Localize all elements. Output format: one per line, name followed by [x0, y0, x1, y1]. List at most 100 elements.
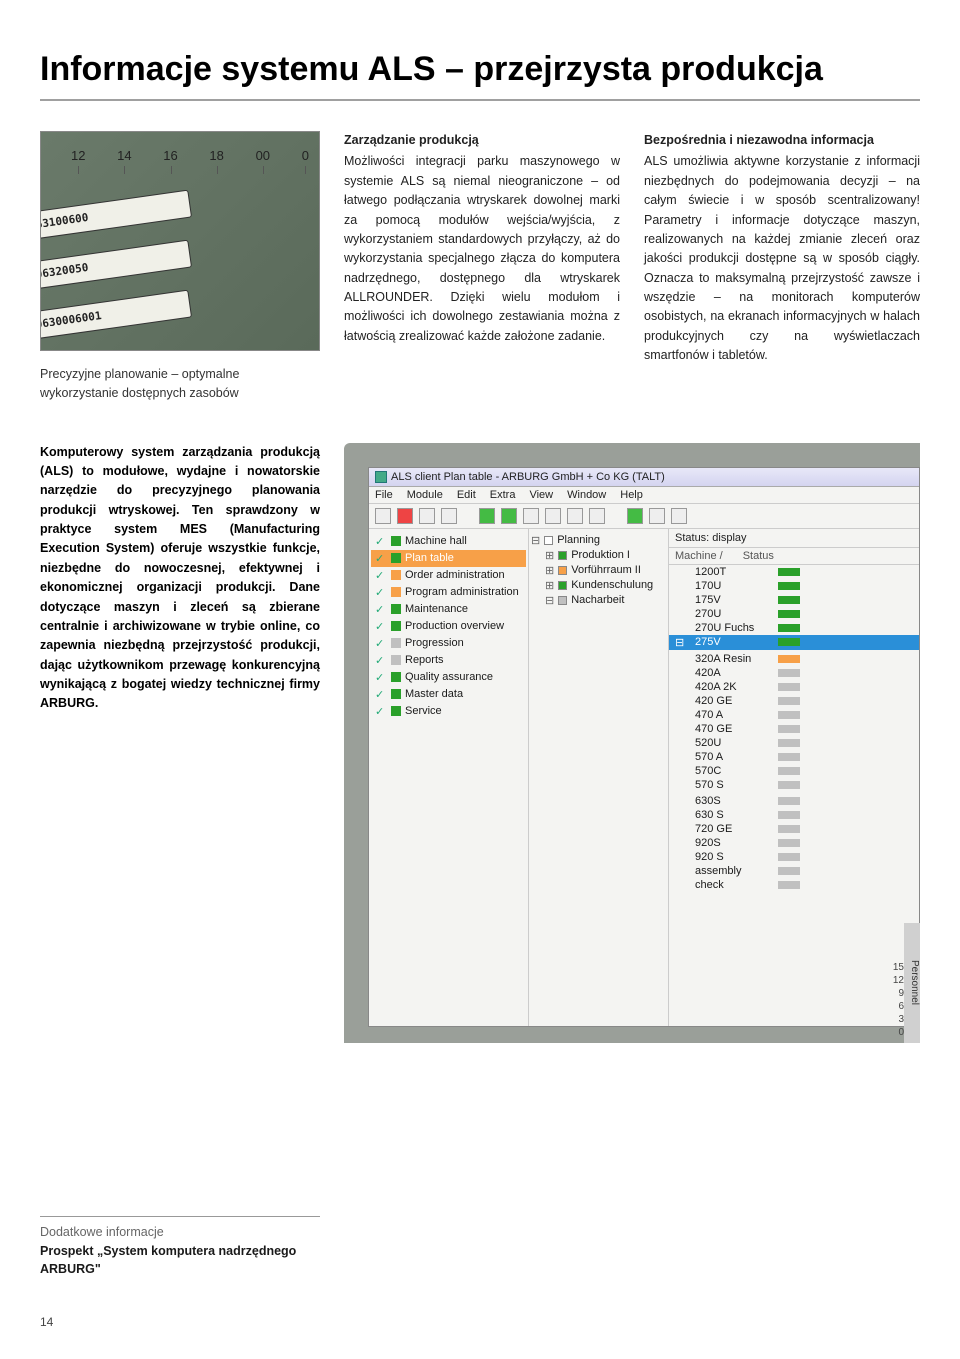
expand-icon[interactable]: ⊟: [545, 594, 554, 607]
toolbar-icon[interactable]: [479, 508, 495, 524]
machine-row[interactable]: 920S: [669, 836, 919, 850]
toolbar-icon[interactable]: [397, 508, 413, 524]
machine-row[interactable]: 470 GE: [669, 722, 919, 736]
nav-item[interactable]: ✓Reports: [371, 652, 526, 669]
machine-row[interactable]: 170U: [669, 579, 919, 593]
machine-row[interactable]: 720 GE: [669, 822, 919, 836]
machine-row[interactable]: 570C: [669, 764, 919, 778]
machine-row[interactable]: 470 A: [669, 708, 919, 722]
machine-row[interactable]: assembly: [669, 864, 919, 878]
toolbar-icon[interactable]: [501, 508, 517, 524]
machine-row[interactable]: 270U Fuchs: [669, 621, 919, 635]
nav-item[interactable]: ✓Production overview: [371, 618, 526, 635]
nav-item-label: Master data: [405, 688, 463, 700]
menu-view[interactable]: View: [529, 489, 553, 501]
color-square-icon: [391, 621, 401, 631]
toolbar-refresh-icon[interactable]: [627, 508, 643, 524]
tree-item-label: Vorführraum II: [571, 564, 641, 576]
machine-row[interactable]: 270U: [669, 607, 919, 621]
status-bar: [778, 839, 800, 847]
nav-item[interactable]: ✓Machine hall: [371, 533, 526, 550]
machine-row[interactable]: 420A 2K: [669, 680, 919, 694]
nav-item[interactable]: ✓Service: [371, 703, 526, 720]
machine-row[interactable]: 520U: [669, 736, 919, 750]
tree-item-label: Nacharbeit: [571, 594, 624, 606]
machine-name: 420A 2K: [695, 681, 770, 693]
machine-row[interactable]: 570 S: [669, 778, 919, 792]
menu-extra[interactable]: Extra: [490, 489, 516, 501]
nav-item-label: Program administration: [405, 586, 519, 598]
menu-edit[interactable]: Edit: [457, 489, 476, 501]
menu-module[interactable]: Module: [407, 489, 443, 501]
check-icon: ✓: [375, 535, 387, 548]
tree-item[interactable]: ⊟Planning: [531, 533, 666, 548]
toolbar-icon[interactable]: [671, 508, 687, 524]
status-bar: [778, 683, 800, 691]
tree-item[interactable]: ⊞Produktion I: [531, 548, 666, 563]
machine-name: 1200T: [695, 566, 770, 578]
toolbar-icon[interactable]: [649, 508, 665, 524]
check-icon: ✓: [375, 637, 387, 650]
machine-row[interactable]: 420A: [669, 666, 919, 680]
nav-item-label: Plan table: [405, 552, 454, 564]
extra-label: Dodatkowe informacje: [40, 1223, 320, 1242]
personnel-axis-label: Personnel: [904, 923, 920, 1043]
status-bar: [778, 655, 800, 663]
expand-icon[interactable]: ⊞: [545, 549, 554, 562]
color-square-icon: [391, 587, 401, 597]
machine-row[interactable]: ⊟275V: [669, 635, 919, 650]
als-window: ALS client Plan table - ARBURG GmbH + Co…: [368, 467, 920, 1027]
machine-row[interactable]: 570 A: [669, 750, 919, 764]
machine-row[interactable]: 175V: [669, 593, 919, 607]
nav-item[interactable]: ✓Program administration: [371, 584, 526, 601]
check-icon: ✓: [375, 671, 387, 684]
tree-item[interactable]: ⊞ Vorführraum II: [531, 563, 666, 578]
machine-name: 920S: [695, 837, 770, 849]
timeline-ticks: 12 14 16 18 00 0: [71, 140, 309, 170]
toolbar-icon[interactable]: [523, 508, 539, 524]
mid-row: Komputerowy system zarządzania produkcją…: [40, 443, 920, 1043]
menu-help[interactable]: Help: [620, 489, 643, 501]
machine-name: 275V: [695, 636, 770, 648]
axis-tick: 15: [893, 961, 904, 974]
toolbar-icon[interactable]: [567, 508, 583, 524]
divider: [40, 1216, 320, 1217]
additional-info: Dodatkowe informacje Prospekt „System ko…: [40, 1216, 320, 1279]
machine-row[interactable]: 920 S: [669, 850, 919, 864]
nav-item[interactable]: ✓Plan table: [371, 550, 526, 567]
check-icon: ✓: [375, 654, 387, 667]
nav-item[interactable]: ✓Order administration: [371, 567, 526, 584]
nav-item-label: Quality assurance: [405, 671, 493, 683]
toolbar-icon[interactable]: [419, 508, 435, 524]
axis-tick: 6: [893, 1000, 904, 1013]
nav-item[interactable]: ✓Maintenance: [371, 601, 526, 618]
tree-item[interactable]: ⊞Kundenschulung: [531, 578, 666, 593]
machine-row[interactable]: 630 S: [669, 808, 919, 822]
col-status: Status: [743, 550, 774, 562]
tree-item[interactable]: ⊟ Nacharbeit: [531, 593, 666, 608]
color-square-icon: [391, 570, 401, 580]
monitor-frame: ALS client Plan table - ARBURG GmbH + Co…: [344, 443, 920, 1043]
expand-icon[interactable]: ⊞: [545, 564, 554, 577]
machine-name: 720 GE: [695, 823, 770, 835]
nav-item[interactable]: ✓Master data: [371, 686, 526, 703]
toolbar-icon[interactable]: [589, 508, 605, 524]
status-pane: Status: display Machine / Status 1200T17…: [669, 529, 919, 1026]
toolbar-icon[interactable]: [545, 508, 561, 524]
toolbar-icon[interactable]: [375, 508, 391, 524]
machine-row[interactable]: check: [669, 878, 919, 892]
machine-row[interactable]: 420 GE: [669, 694, 919, 708]
menu-file[interactable]: File: [375, 489, 393, 501]
expand-icon[interactable]: ⊞: [545, 579, 554, 592]
machine-row[interactable]: 630S: [669, 794, 919, 808]
status-bar: [778, 853, 800, 861]
status-bar: [778, 797, 800, 805]
toolbar-icon[interactable]: [441, 508, 457, 524]
machine-row[interactable]: 320A Resin: [669, 652, 919, 666]
nav-item[interactable]: ✓Progression: [371, 635, 526, 652]
status-columns: Machine / Status: [669, 548, 919, 565]
machine-row[interactable]: 1200T: [669, 565, 919, 579]
expand-icon[interactable]: ⊟: [531, 534, 540, 547]
nav-item[interactable]: ✓ Quality assurance: [371, 669, 526, 686]
menu-window[interactable]: Window: [567, 489, 606, 501]
